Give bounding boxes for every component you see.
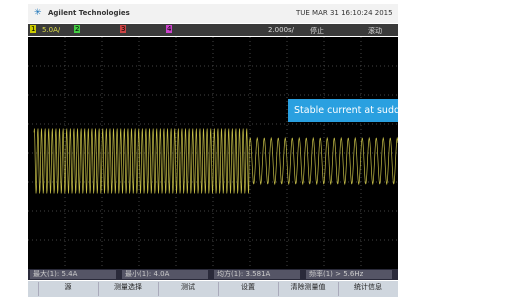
status-bar: 1 5.0A/ 2 3 4 2.000s/ 停止 滚动 [28,24,398,36]
callout: Stable current at sudden load chan [288,99,398,122]
softkey[interactable]: 设置 [218,282,277,296]
scale: 5.0A/ [42,26,60,34]
measurement: 频率(1) > 5.6Hz [306,270,392,279]
brand: Agilent Technologies [48,9,130,17]
softkeys: 源测量选择测试设置清除测量值统计信息 [28,281,398,297]
softkey[interactable]: 测试 [158,282,217,296]
softkey[interactable]: 统计信息 [338,282,397,296]
softkey[interactable]: 清除测量值 [278,282,337,296]
channel: 1 [30,25,36,33]
channel: 2 [74,25,80,33]
softkey[interactable]: 源 [38,282,97,296]
measurement: 均方(1): 3.581A [214,270,300,279]
measurement: 最小(1): 4.0A [122,270,208,279]
measurement: 最大(1): 5.4A [30,270,116,279]
logo: ✳ [34,8,42,18]
page: ✳ Agilent Technologies TUE MAR 31 16:10:… [0,0,506,297]
softkey[interactable]: 测量选择 [98,282,157,296]
run-state: 停止 [310,26,324,36]
datetime: TUE MAR 31 16:10:24 2015 [296,9,393,17]
header: ✳ Agilent Technologies TUE MAR 31 16:10:… [28,4,398,23]
display [28,37,398,269]
channel: 4 [166,25,172,33]
timebase: 2.000s/ [268,26,294,34]
mode: 滚动 [368,26,382,36]
measurements: 最大(1): 5.4A 最小(1): 4.0A 均方(1): 3.581A 频率(1)… [28,269,398,280]
channel: 3 [120,25,126,33]
